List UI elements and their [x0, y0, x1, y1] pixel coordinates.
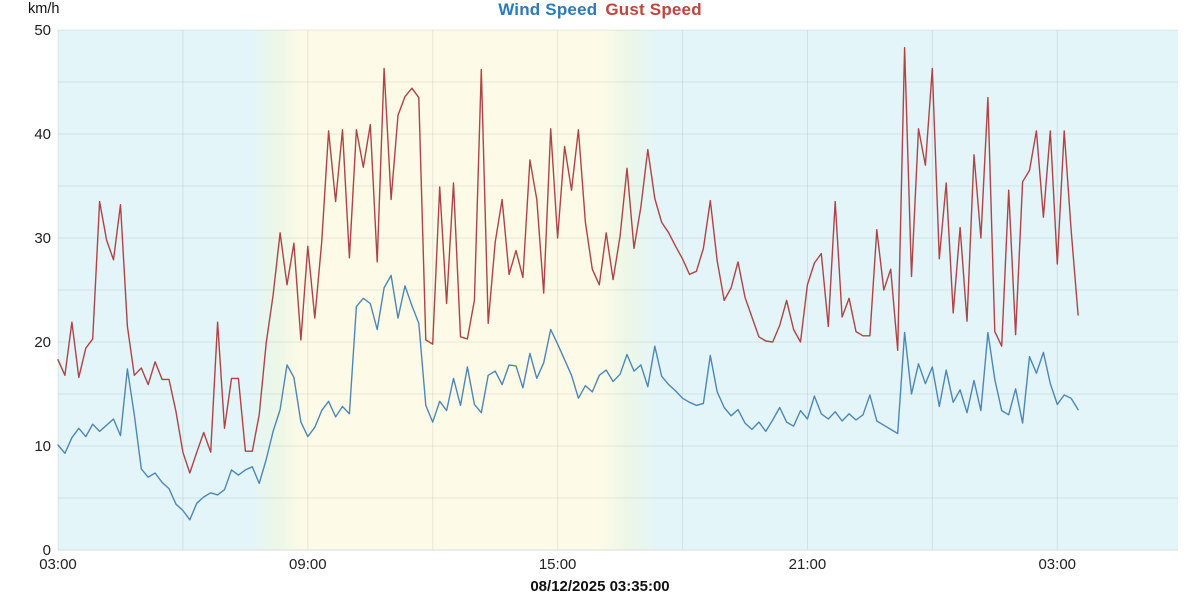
legend-gust-speed-label: Gust Speed	[605, 0, 702, 19]
current-timestamp-label: 08/12/2025 03:35:00	[530, 578, 670, 595]
y-tick-label-40: 40	[34, 126, 51, 143]
chart-title: Wind Speed Gust Speed	[0, 0, 1200, 20]
x-tick-label-15:00: 15:00	[539, 556, 577, 573]
y-tick-label-0: 0	[43, 542, 51, 559]
x-tick-label-03:00: 03:00	[39, 556, 77, 573]
y-tick-label-30: 30	[34, 230, 51, 247]
day-night-background-bands	[58, 30, 1178, 550]
x-tick-label-21:00: 21:00	[789, 556, 827, 573]
x-tick-label-03:00: 03:00	[1038, 556, 1076, 573]
legend-wind-speed-label: Wind Speed	[498, 0, 598, 19]
wind-speed-line[interactable]	[57, 274, 1079, 521]
y-tick-label-10: 10	[34, 438, 51, 455]
x-tick-label-09:00: 09:00	[289, 556, 327, 573]
gust-speed-line[interactable]	[57, 47, 1079, 474]
y-tick-label-50: 50	[34, 22, 51, 39]
y-tick-label-20: 20	[34, 334, 51, 351]
y-axis-unit-label: km/h	[28, 1, 60, 17]
